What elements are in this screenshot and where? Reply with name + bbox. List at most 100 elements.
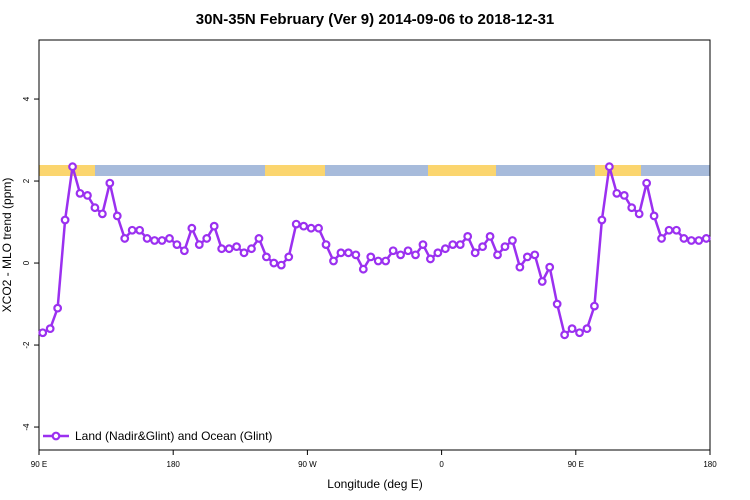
data-point (329, 256, 338, 266)
y-tick-label: -4 (22, 423, 31, 431)
data-point (619, 190, 629, 200)
data-point (187, 223, 197, 233)
data-point (582, 324, 592, 334)
land-band (428, 165, 496, 176)
data-point (358, 264, 368, 274)
data-point (194, 240, 204, 249)
data-point (634, 209, 644, 219)
data-point (381, 256, 391, 266)
data-point (120, 234, 130, 243)
data-point (247, 244, 256, 254)
data-point (545, 262, 555, 272)
data-point (567, 324, 577, 334)
data-point (426, 254, 435, 264)
data-point (672, 225, 681, 235)
data-point (530, 250, 540, 260)
data-point (366, 252, 376, 262)
x-tick-label: 90 W (298, 460, 317, 469)
data-point (649, 211, 659, 221)
data-point (552, 299, 562, 309)
data-point (351, 250, 361, 260)
data-point (701, 234, 711, 243)
data-point (590, 301, 599, 311)
data-point (515, 262, 525, 272)
data-point (150, 236, 159, 245)
data-point (642, 178, 652, 188)
data-point (440, 244, 450, 254)
data-point (261, 252, 271, 262)
data-point (306, 223, 316, 233)
x-tick-label: 180 (167, 460, 181, 469)
data-point (209, 221, 219, 231)
data-point (448, 240, 458, 249)
data-point (97, 209, 107, 219)
data-point (344, 248, 353, 258)
data-point (485, 231, 495, 241)
data-point (165, 234, 174, 243)
x-tick-label: 90 E (568, 460, 584, 469)
data-point (232, 242, 241, 252)
data-point (269, 258, 279, 268)
land-band (39, 165, 95, 176)
x-tick-label: 90 E (31, 460, 47, 469)
data-point (60, 215, 70, 225)
data-point (373, 256, 383, 266)
y-tick-label: 2 (22, 178, 31, 183)
data-point (135, 225, 145, 235)
data-point (604, 162, 614, 172)
data-point (224, 244, 234, 254)
data-point (575, 328, 584, 338)
y-axis-label: XCO2 - MLO trend (ppm) (0, 178, 14, 313)
data-point (537, 277, 547, 286)
data-line (42, 166, 707, 338)
data-point (560, 330, 570, 340)
data-point (291, 219, 301, 229)
data-point (276, 260, 286, 270)
data-point (657, 234, 666, 243)
data-point (336, 248, 346, 258)
data-point (396, 250, 405, 260)
data-point (157, 236, 167, 245)
data-point (321, 240, 331, 249)
data-point (403, 246, 413, 256)
data-point (314, 223, 323, 233)
data-point (299, 221, 309, 231)
x-axis-label: Longitude (deg E) (327, 477, 422, 491)
data-point (664, 225, 674, 235)
data-point (179, 246, 189, 256)
data-point (45, 324, 55, 334)
data-point (694, 236, 704, 245)
data-point (83, 190, 92, 200)
plot-frame (38, 39, 711, 451)
data-point (463, 231, 473, 241)
data-point (388, 246, 398, 256)
data-point (284, 252, 294, 262)
legend-marker (51, 431, 61, 441)
x-tick-label: 180 (703, 460, 717, 469)
y-tick-label: 4 (22, 96, 31, 101)
x-tick-label: 0 (439, 460, 444, 469)
data-point (112, 211, 122, 221)
chart-title: 30N-35N February (Ver 9) 2014-09-06 to 2… (196, 11, 555, 28)
data-point (686, 236, 696, 245)
y-tick-label: 0 (22, 260, 31, 265)
ocean-band (39, 165, 710, 176)
data-point (597, 215, 607, 225)
data-point (254, 234, 264, 243)
data-point (508, 236, 517, 245)
land-band (595, 165, 641, 176)
data-point (105, 178, 115, 188)
data-point (90, 203, 100, 213)
y-tick-label: -2 (22, 341, 31, 349)
data-point (127, 225, 137, 235)
data-point (75, 188, 85, 198)
legend-label: Land (Nadir&Glint) and Ocean (Glint) (75, 429, 272, 443)
data-point (217, 244, 227, 254)
data-point (38, 328, 48, 338)
data-point (418, 240, 428, 249)
land-ocean-band (39, 165, 710, 176)
data-point (455, 240, 465, 249)
data-point (202, 234, 212, 243)
